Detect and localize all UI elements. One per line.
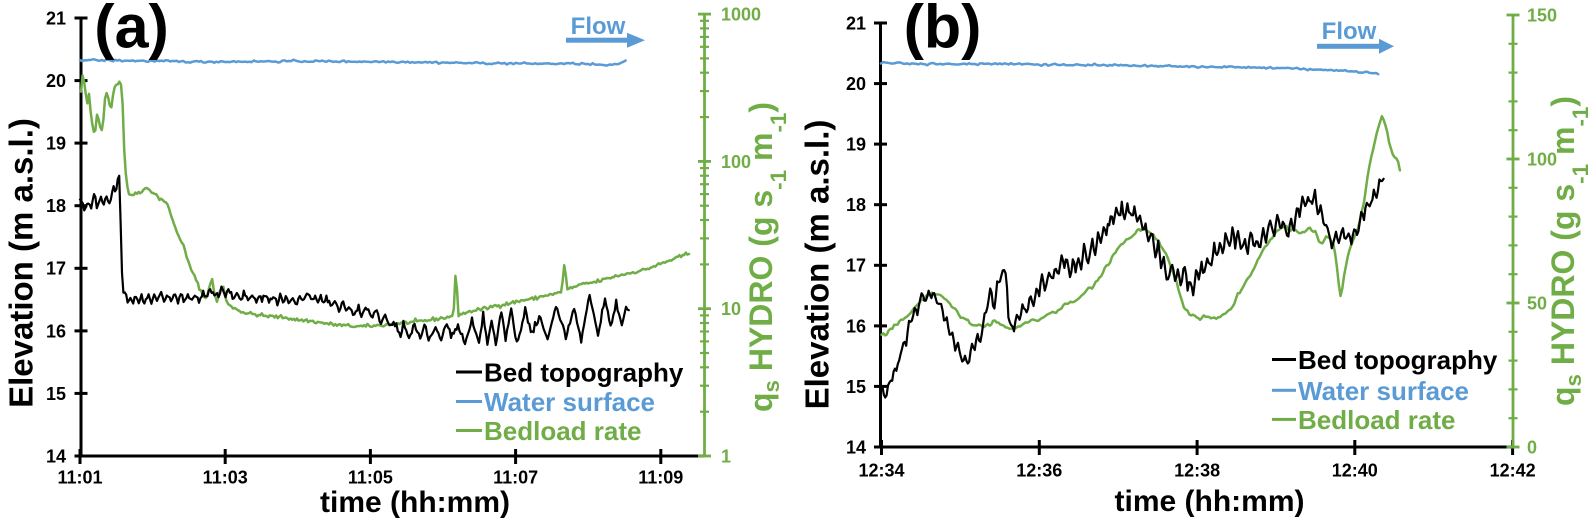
- svg-text:11:05: 11:05: [348, 468, 393, 488]
- svg-text:11:07: 11:07: [493, 468, 538, 488]
- svg-text:1: 1: [721, 446, 731, 466]
- svg-text:10: 10: [721, 299, 741, 319]
- svg-text:11:03: 11:03: [203, 468, 248, 488]
- svg-text:17: 17: [46, 259, 66, 279]
- svg-text:Elevation (m a.s.l.): Elevation (m a.s.l.): [798, 120, 835, 410]
- svg-text:12:36: 12:36: [1016, 461, 1062, 481]
- svg-text:time (hh:mm): time (hh:mm): [320, 486, 510, 519]
- svg-text:Bed topography: Bed topography: [1298, 345, 1498, 375]
- svg-text:16: 16: [846, 316, 866, 336]
- svg-text:12:38: 12:38: [1174, 461, 1220, 481]
- svg-text:15: 15: [846, 377, 866, 397]
- svg-text:14: 14: [46, 446, 66, 466]
- svg-text:Bed topography: Bed topography: [484, 357, 684, 387]
- svg-text:20: 20: [46, 71, 66, 91]
- svg-text:(b): (b): [904, 0, 982, 60]
- svg-text:100: 100: [1527, 149, 1557, 169]
- svg-text:Water surface: Water surface: [484, 387, 655, 417]
- svg-text:20: 20: [846, 74, 866, 94]
- svg-text:150: 150: [1527, 5, 1557, 25]
- svg-text:Elevation (m a.s.l.): Elevation (m a.s.l.): [2, 118, 39, 408]
- svg-text:(a): (a): [94, 0, 169, 60]
- svg-text:12:34: 12:34: [858, 461, 904, 481]
- svg-text:12:42: 12:42: [1490, 461, 1536, 481]
- svg-text:Water surface: Water surface: [1298, 376, 1469, 406]
- svg-text:19: 19: [846, 135, 866, 155]
- svg-text:1000: 1000: [721, 5, 761, 25]
- svg-text:Flow: Flow: [571, 13, 626, 40]
- svg-text:11:09: 11:09: [638, 468, 683, 488]
- svg-text:21: 21: [846, 13, 866, 33]
- svg-text:0: 0: [1527, 437, 1537, 457]
- svg-text:Bedload rate: Bedload rate: [484, 416, 642, 446]
- svg-text:16: 16: [46, 321, 66, 341]
- svg-text:17: 17: [846, 256, 866, 276]
- svg-text:50: 50: [1527, 293, 1547, 313]
- svg-text:12:40: 12:40: [1332, 461, 1378, 481]
- svg-text:19: 19: [46, 134, 66, 154]
- svg-text:18: 18: [846, 195, 866, 215]
- svg-text:21: 21: [46, 8, 66, 28]
- svg-text:time (hh:mm): time (hh:mm): [1115, 485, 1305, 518]
- svg-text:Flow: Flow: [1322, 18, 1377, 45]
- svg-text:18: 18: [46, 196, 66, 216]
- svg-text:100: 100: [721, 152, 751, 172]
- svg-text:Bedload rate: Bedload rate: [1298, 405, 1456, 435]
- svg-text:11:01: 11:01: [57, 468, 102, 488]
- svg-text:15: 15: [46, 384, 66, 404]
- svg-text:14: 14: [846, 437, 866, 457]
